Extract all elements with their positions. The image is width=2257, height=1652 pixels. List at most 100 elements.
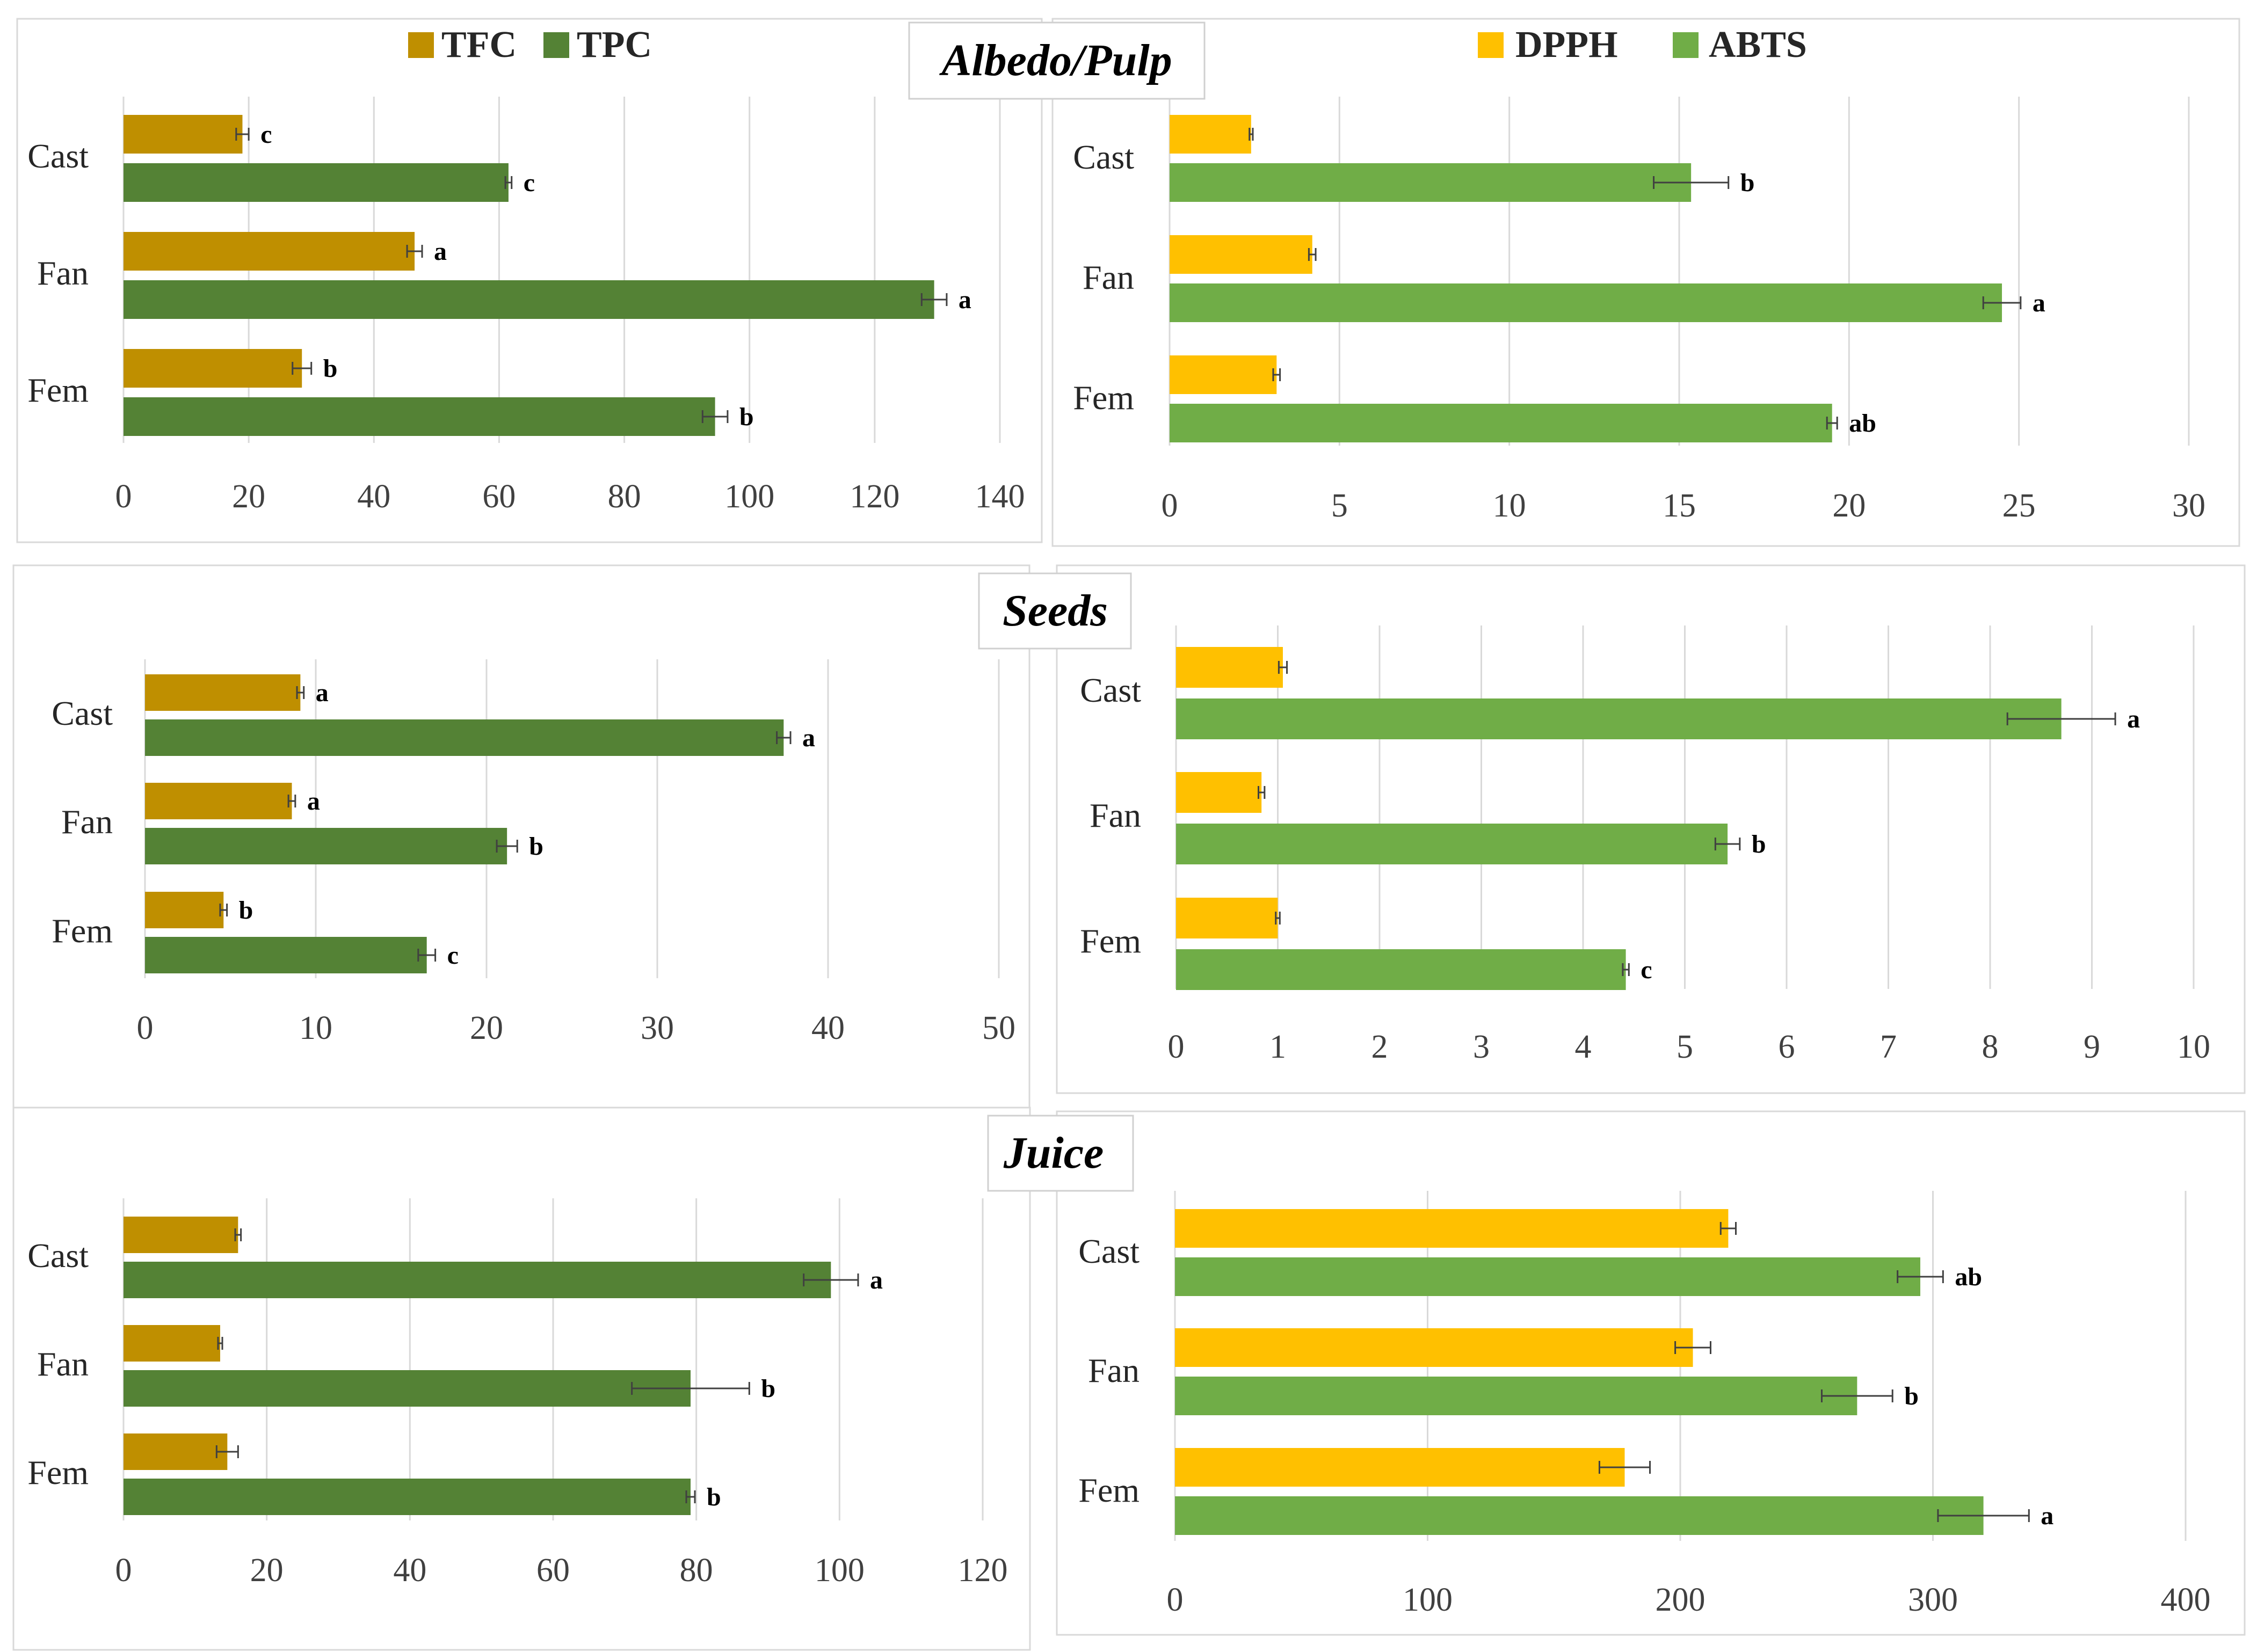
error-bar: [2006, 712, 2116, 725]
section-seeds: Seeds: [978, 572, 1132, 650]
x-tick-label: 80: [608, 478, 641, 515]
category-label: Fem: [1080, 922, 1141, 960]
bar-tfc-cast: [145, 674, 301, 711]
bar-abts-fem: [1175, 1496, 1984, 1535]
category-label: Fan: [1083, 258, 1134, 296]
x-tick-label: 0: [137, 1010, 154, 1046]
bar-abts-fan: [1175, 1377, 1857, 1415]
x-tick-label: 80: [680, 1552, 713, 1589]
bar-tpc-fan: [124, 1370, 691, 1407]
error-bar: [215, 1445, 239, 1458]
bar-tpc-fan: [124, 280, 934, 319]
x-tick-label: 0: [115, 478, 132, 515]
bar-tpc-cast: [124, 1262, 831, 1298]
error-bar: [1714, 838, 1741, 850]
x-tick-label: 7: [1880, 1029, 1897, 1065]
bar-abts-cast: [1176, 698, 2062, 739]
x-tick-label: 20: [470, 1010, 503, 1046]
x-tick-label: 50: [982, 1010, 1015, 1046]
error-bar: [701, 410, 729, 423]
bar-tpc-fan: [145, 828, 507, 864]
significance-letter: b: [739, 403, 754, 431]
significance-letter: ab: [1849, 409, 1876, 438]
bar-dpph-cast: [1176, 647, 1283, 688]
bar-tpc-cast: [145, 719, 784, 756]
error-bar: [1719, 1222, 1737, 1235]
error-bar: [406, 245, 423, 258]
x-tick-label: 15: [1663, 487, 1696, 524]
bar-abts-cast: [1175, 1257, 1920, 1296]
significance-letter: c: [1641, 956, 1652, 984]
error-bar: [1982, 296, 2022, 309]
significance-letter: b: [707, 1483, 721, 1511]
legend-label-tfc: TFC: [441, 24, 517, 66]
legend-label-tpc: TPC: [577, 24, 652, 66]
error-bar: [496, 840, 518, 853]
bar-tpc-fem: [145, 937, 427, 973]
error-bar: [920, 293, 948, 306]
section-title-albedo-pulp: Albedo/Pulp: [939, 35, 1172, 85]
error-bar: [504, 176, 513, 189]
x-tick-label: 40: [393, 1552, 426, 1589]
x-tick-label: 6: [1779, 1029, 1795, 1065]
x-tick-label: 20: [232, 478, 265, 515]
significance-letter: a: [802, 724, 815, 752]
x-tick-label: 8: [1982, 1029, 1999, 1065]
category-label: Fan: [1090, 796, 1141, 834]
legend-label-abts: ABTS: [1709, 24, 1807, 66]
bar-dpph-fem: [1176, 898, 1278, 938]
bar-abts-fem: [1176, 949, 1626, 990]
chart-panel-2: 0 5 10 15 20 25 30 Cast b Fan a Fem ab: [1051, 18, 2240, 547]
legend-swatch-abts: [1673, 32, 1699, 58]
x-tick-label: 300: [1908, 1582, 1958, 1618]
error-bar: [1937, 1509, 2030, 1522]
x-tick-label: 25: [2002, 487, 2036, 524]
x-tick-label: 1: [1269, 1029, 1286, 1065]
x-tick-label: 0: [1167, 1582, 1184, 1618]
error-bar: [1275, 912, 1281, 925]
x-tick-label: 100: [815, 1552, 865, 1589]
x-tick-label: 0: [1162, 487, 1178, 524]
significance-letter: a: [870, 1266, 883, 1294]
x-tick-label: 140: [975, 478, 1025, 515]
x-tick-label: 120: [850, 478, 899, 515]
x-tick-label: 20: [1832, 487, 1866, 524]
significance-letter: a: [434, 237, 447, 266]
significance-letter: b: [239, 896, 253, 925]
category-label: Cast: [1078, 1232, 1140, 1270]
error-bar: [1674, 1341, 1711, 1354]
chart-panel-5: 0 20 40 60 80 100 120 Cast a Fan b Fem b: [12, 1107, 1031, 1651]
bar-dpph-fan: [1170, 235, 1312, 274]
category-label: Fem: [27, 371, 89, 409]
legend-swatch-tfc: [408, 32, 434, 58]
legend-left: TFC TPC: [408, 24, 652, 66]
category-label: Fan: [1088, 1351, 1140, 1389]
error-bar: [217, 1337, 223, 1350]
error-bar: [1278, 661, 1288, 674]
bar-dpph-cast: [1175, 1209, 1729, 1248]
significance-letter: b: [1904, 1382, 1919, 1410]
bar-abts-fem: [1170, 404, 1832, 442]
x-tick-label: 5: [1331, 487, 1348, 524]
significance-letter: a: [2127, 705, 2140, 733]
error-bar: [1653, 176, 1730, 189]
x-tick-label: 0: [1168, 1029, 1185, 1065]
x-tick-label: 2: [1371, 1029, 1388, 1065]
significance-letter: c: [260, 120, 272, 149]
significance-letter: a: [316, 679, 329, 707]
x-tick-label: 3: [1473, 1029, 1490, 1065]
x-tick-label: 20: [250, 1552, 284, 1589]
significance-letter: b: [1740, 169, 1755, 197]
x-tick-label: 200: [1656, 1582, 1706, 1618]
bar-tfc-fan: [124, 232, 415, 271]
x-tick-label: 10: [2177, 1029, 2210, 1065]
error-bar: [685, 1490, 696, 1503]
error-bar: [1820, 1389, 1893, 1402]
bar-abts-fan: [1170, 283, 2002, 322]
category-label: Cast: [1073, 138, 1134, 176]
legend-right: DPPH ABTS: [1478, 24, 1807, 66]
error-bar: [1272, 368, 1281, 381]
chart-panel-4: 0 1 2 3 4 5 6 7 8 9 10 Cast a Fan b Fem c: [1056, 564, 2246, 1094]
x-tick-label: 9: [2084, 1029, 2100, 1065]
